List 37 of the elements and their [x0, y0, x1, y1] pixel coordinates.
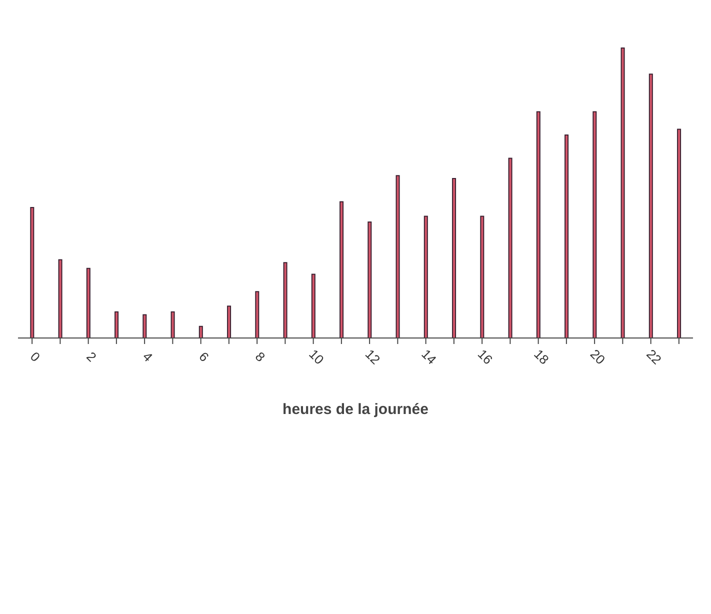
x-tick-label: 14 — [418, 346, 440, 368]
bar — [227, 306, 232, 338]
bar — [620, 48, 625, 338]
bar — [283, 262, 288, 338]
x-tick-label: 22 — [644, 346, 664, 368]
bar — [340, 201, 344, 338]
bar — [564, 134, 569, 338]
bar — [170, 311, 175, 338]
bar — [86, 268, 90, 338]
x-tick-label: 12 — [362, 346, 384, 368]
bar — [452, 178, 456, 338]
bar — [30, 207, 34, 338]
bar — [677, 128, 682, 338]
bar — [396, 175, 400, 338]
bar — [424, 216, 428, 338]
x-tick-label: 10 — [306, 346, 327, 368]
bar — [114, 311, 119, 338]
x-axis-title: heures de la journée — [282, 401, 428, 418]
bar — [480, 216, 484, 338]
x-tick-label: 4 — [140, 348, 156, 365]
x-tick-label: 20 — [587, 346, 608, 368]
bar — [536, 111, 540, 338]
x-tick-label: 18 — [531, 346, 552, 368]
bar — [508, 158, 512, 338]
x-tick-label: 8 — [252, 348, 268, 365]
x-tick-label: 16 — [474, 346, 496, 368]
x-tick-label: 6 — [196, 348, 212, 365]
bar — [198, 326, 203, 338]
bar — [58, 259, 62, 338]
bar — [368, 222, 372, 338]
x-tick-label: 2 — [84, 348, 100, 365]
x-tick-label: 0 — [27, 348, 44, 365]
bar — [648, 74, 653, 338]
bar — [255, 291, 260, 338]
bar — [311, 274, 316, 338]
bar — [592, 111, 597, 338]
bar — [142, 314, 147, 338]
